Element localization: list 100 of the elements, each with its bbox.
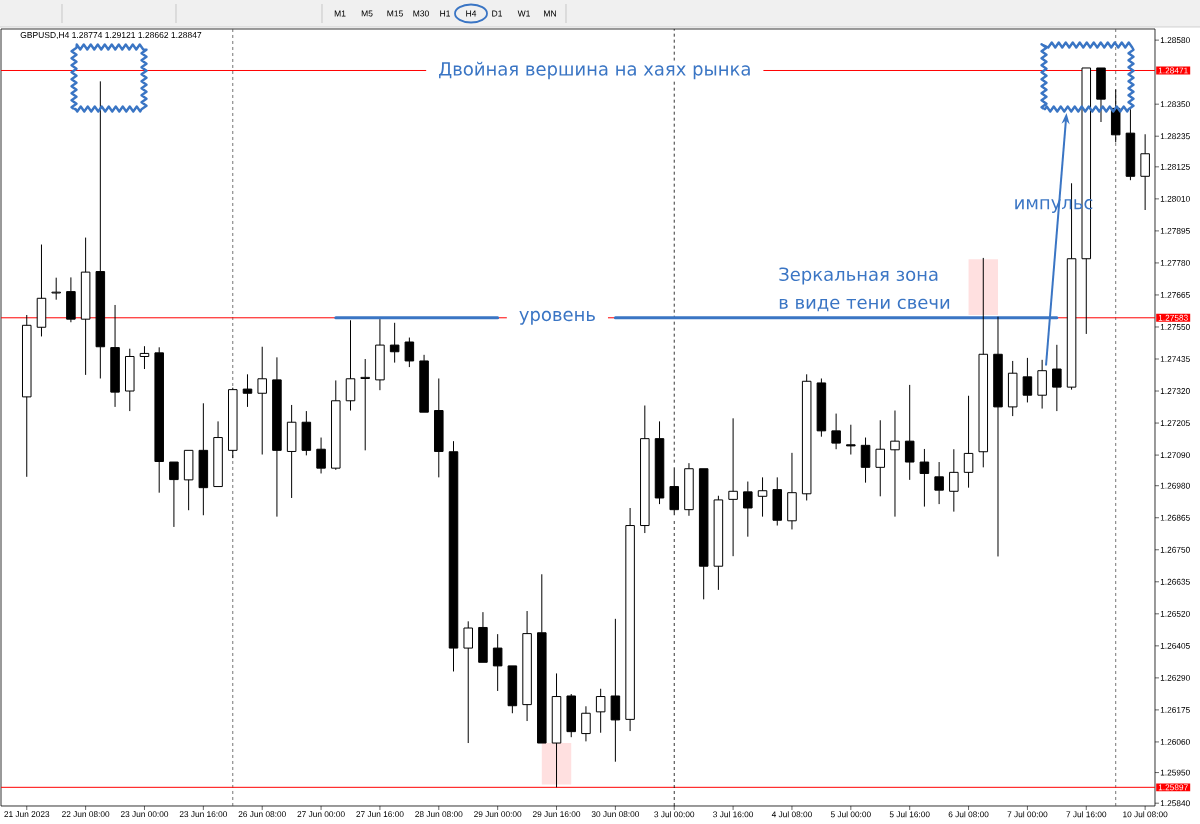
y-tick-label: 1.26290 — [1160, 674, 1190, 681]
text: MN — [544, 10, 556, 17]
y-tick-label: 1.27320 — [1160, 388, 1190, 394]
x-tick-label: 26 Jun 08:00 — [238, 811, 286, 818]
candlestick — [890, 410, 900, 518]
candlestick — [478, 611, 488, 663]
x-tick-label: 3 Jul 00:00 — [654, 811, 695, 818]
y-tick-label: 1.28010 — [1160, 195, 1190, 202]
candlestick — [831, 413, 841, 450]
candlestick — [581, 705, 591, 742]
candlestick — [698, 468, 709, 600]
candlestick — [1096, 67, 1106, 123]
y-tick-label: 1.27895 — [1160, 227, 1190, 234]
x-tick-label: 10 Jul 08:00 — [1123, 811, 1168, 818]
ref-line-label: 1.25897 — [1158, 784, 1188, 791]
candlestick — [993, 316, 1003, 557]
candlestick — [139, 345, 150, 370]
y-tick-label: 1.25950 — [1160, 769, 1190, 776]
y-tick-label: 1.26865 — [1160, 514, 1190, 521]
x-tick-label: 30 Jun 08:00 — [591, 811, 640, 818]
candlestick — [625, 507, 635, 732]
x-tick-label: 7 Jul 00:00 — [1007, 811, 1048, 818]
text: M5 — [361, 10, 373, 17]
candlestick — [934, 461, 944, 505]
x-tick-label: 5 Jul 16:00 — [889, 811, 930, 818]
candlestick — [272, 356, 282, 518]
text: H1 — [440, 10, 451, 17]
text: D1 — [492, 10, 503, 17]
candlestick — [610, 618, 621, 763]
candlestick — [213, 420, 223, 488]
ref-line-label: 1.28471 — [1158, 67, 1188, 74]
y-tick-label: 1.28580 — [1160, 37, 1190, 44]
candlestick — [51, 277, 61, 301]
y-tick-label: 1.28235 — [1160, 133, 1190, 140]
y-tick-label: 1.25840 — [1160, 800, 1190, 807]
y-tick-label: 1.26635 — [1160, 578, 1190, 585]
candlestick — [963, 395, 974, 489]
x-tick-label: 27 Jun 16:00 — [356, 811, 404, 818]
candlestick — [713, 495, 724, 591]
text: M30 — [413, 10, 429, 17]
annotation: уровень — [519, 310, 595, 325]
candlestick — [257, 346, 267, 456]
y-tick-label: 1.26980 — [1160, 482, 1190, 489]
candlestick — [242, 373, 253, 408]
candlestick — [169, 461, 179, 528]
candlestick — [846, 424, 856, 456]
candlestick — [904, 384, 915, 481]
candlestick — [463, 620, 473, 744]
x-tick-label: 28 Jun 08:00 — [415, 811, 463, 818]
y-tick-label: 1.26175 — [1160, 706, 1190, 713]
candlestick — [1037, 359, 1047, 410]
text: W1 — [517, 10, 530, 17]
candlestick — [522, 610, 532, 722]
candlestick — [21, 314, 32, 478]
candlestick — [684, 462, 694, 517]
y-tick-label: 1.27090 — [1160, 452, 1190, 459]
annotation: Двойная вершина на хаях рынка — [439, 61, 750, 80]
x-tick-label: 23 Jun 00:00 — [120, 811, 169, 818]
candlestick — [919, 448, 930, 508]
annotation: в виде тени свечи — [779, 298, 950, 312]
y-tick-label: 1.26060 — [1160, 739, 1190, 745]
x-tick-label: 3 Jul 16:00 — [713, 811, 754, 818]
candlestick — [772, 476, 783, 527]
x-tick-label: 29 Jun 00:00 — [474, 811, 522, 818]
candlestick — [1052, 344, 1062, 412]
candlestick — [331, 379, 341, 471]
y-tick-label: 1.26520 — [1160, 610, 1190, 617]
candlestick — [448, 440, 459, 672]
text: M1 — [334, 10, 346, 17]
candlestick — [80, 237, 91, 376]
candlestick — [110, 304, 120, 408]
candlestick — [154, 346, 164, 494]
candlestick — [404, 337, 415, 368]
x-tick-label: 21 Jun 2023 — [4, 811, 50, 818]
candlestick — [728, 417, 738, 557]
candlestick — [1125, 108, 1136, 181]
candlestick — [316, 437, 326, 474]
x-tick-label: 6 Jul 08:00 — [948, 811, 989, 818]
candlestick — [816, 378, 827, 438]
x-tick-label: 23 Jun 16:00 — [179, 811, 228, 818]
x-tick-label: 5 Jul 00:00 — [830, 811, 871, 818]
y-tick-label: 1.27550 — [1160, 324, 1190, 330]
text: H4 — [466, 10, 477, 17]
candlestick — [654, 420, 665, 505]
candlestick — [551, 672, 562, 788]
candlestick — [743, 481, 753, 538]
x-tick-label: 7 Jul 16:00 — [1066, 811, 1107, 818]
candlestick — [198, 402, 209, 516]
candlestick — [434, 378, 444, 478]
candlestick — [66, 276, 76, 323]
candlestick — [949, 448, 959, 513]
y-tick-label: 1.28125 — [1160, 163, 1190, 170]
candlestick — [360, 358, 370, 451]
candlestick — [492, 633, 503, 692]
candlestick — [875, 419, 886, 497]
candlestick — [419, 354, 429, 413]
candlestick — [389, 322, 400, 364]
candlestick — [375, 318, 385, 391]
chart-title: GBPUSD,H4 1.28774 1.29121 1.28662 1.28847 — [20, 31, 202, 39]
annotation: Зеркальная зона — [779, 267, 938, 285]
